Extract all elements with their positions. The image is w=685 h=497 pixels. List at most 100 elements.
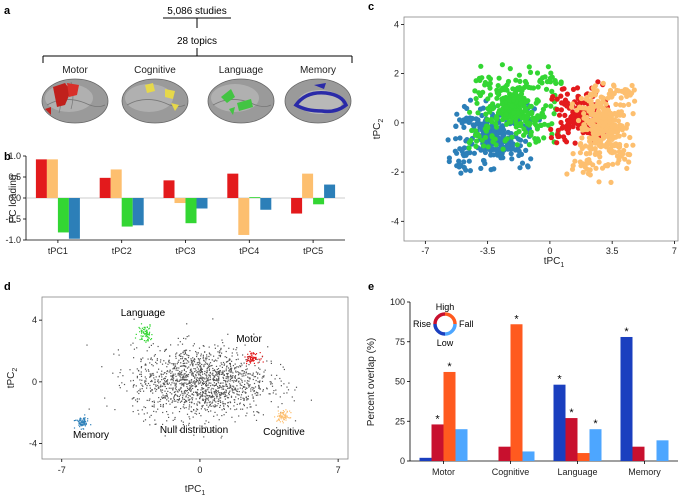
point-motor <box>251 356 253 358</box>
point-null-distribution <box>213 406 215 408</box>
point-null-distribution <box>200 353 202 355</box>
point-null-distribution <box>204 378 206 380</box>
point-memory <box>84 417 86 419</box>
point-null-distribution <box>182 395 184 397</box>
point-null-distribution <box>214 411 216 413</box>
point-null-distribution <box>225 381 227 383</box>
point-cognitive <box>619 127 626 133</box>
point-null-distribution <box>190 386 192 388</box>
point-cognitive <box>280 414 282 416</box>
point-language <box>479 75 485 81</box>
point-null-distribution <box>175 406 177 408</box>
point-null-distribution <box>254 386 257 388</box>
point-null-distribution <box>225 390 227 392</box>
point-null-distribution <box>276 427 278 429</box>
point-null-distribution <box>283 368 285 371</box>
point-null-distribution <box>156 371 158 373</box>
point-language <box>523 129 529 135</box>
point-language <box>487 76 493 82</box>
point-null-distribution <box>151 374 153 376</box>
point-null-distribution <box>186 354 188 356</box>
point-null-distribution <box>203 360 205 362</box>
point-null-distribution <box>252 378 254 381</box>
point-null-distribution <box>235 388 237 390</box>
point-motor <box>246 363 248 365</box>
point-memory <box>78 421 80 423</box>
point-null-distribution <box>226 374 229 376</box>
point-null-distribution <box>161 389 164 391</box>
point-cognitive <box>593 165 599 171</box>
point-language <box>503 111 509 117</box>
point-null-distribution <box>152 392 154 394</box>
point-language <box>523 118 529 124</box>
point-memory <box>80 424 82 426</box>
panel-b-ytick-label: -1.0 <box>5 235 21 245</box>
annotation-null-distribution: Null distribution <box>160 425 228 436</box>
point-memory <box>509 156 515 162</box>
point-null-distribution <box>232 348 235 350</box>
point-memory <box>87 418 89 420</box>
point-null-distribution <box>185 349 188 351</box>
point-null-distribution <box>280 380 282 382</box>
point-motor <box>559 86 565 92</box>
point-null-distribution <box>235 396 237 398</box>
point-memory <box>84 421 86 423</box>
point-null-distribution <box>200 408 202 410</box>
point-memory <box>81 420 83 422</box>
point-null-distribution <box>193 403 195 405</box>
point-null-distribution <box>113 353 115 355</box>
point-null-distribution <box>168 359 170 361</box>
point-null-distribution <box>186 386 188 388</box>
point-null-distribution <box>245 392 247 394</box>
point-null-distribution <box>139 379 141 381</box>
point-null-distribution <box>170 398 172 400</box>
point-null-distribution <box>231 388 234 390</box>
point-memory <box>81 425 83 427</box>
point-null-distribution <box>230 396 233 398</box>
point-cognitive <box>614 87 620 93</box>
point-null-distribution <box>201 394 203 396</box>
point-cognitive <box>618 153 624 159</box>
point-null-distribution <box>160 398 162 401</box>
point-null-distribution <box>177 374 179 376</box>
point-null-distribution <box>154 388 156 390</box>
point-null-distribution <box>152 372 154 375</box>
point-null-distribution <box>212 384 214 386</box>
point-null-distribution <box>158 386 160 388</box>
point-null-distribution <box>181 370 183 372</box>
point-null-distribution <box>245 359 247 361</box>
point-null-distribution <box>205 385 207 387</box>
point-null-distribution <box>203 365 205 368</box>
point-null-distribution <box>162 394 164 396</box>
point-null-distribution <box>189 385 191 387</box>
point-motor <box>564 91 571 97</box>
bar-tpc1-memory <box>68 198 80 239</box>
point-null-distribution <box>121 382 123 384</box>
point-null-distribution <box>241 381 243 383</box>
point-memory <box>78 424 80 426</box>
point-memory <box>461 103 467 110</box>
point-null-distribution <box>228 387 230 389</box>
point-null-distribution <box>171 382 173 384</box>
point-null-distribution <box>205 426 207 428</box>
point-cognitive <box>274 416 276 418</box>
point-null-distribution <box>174 406 176 408</box>
series-language <box>466 62 564 152</box>
point-null-distribution <box>155 384 157 386</box>
point-null-distribution <box>178 411 181 413</box>
point-null-distribution <box>162 411 164 414</box>
point-null-distribution <box>250 406 252 408</box>
point-null-distribution <box>214 344 216 346</box>
point-null-distribution <box>222 382 224 384</box>
point-null-distribution <box>206 371 208 374</box>
point-null-distribution <box>238 366 240 368</box>
point-null-distribution <box>230 376 232 378</box>
point-cognitive <box>607 110 613 117</box>
point-motor <box>255 357 257 360</box>
point-null-distribution <box>243 362 245 364</box>
point-null-distribution <box>141 384 143 386</box>
point-null-distribution <box>140 360 142 363</box>
point-null-distribution <box>212 380 215 382</box>
point-null-distribution <box>152 343 154 345</box>
point-null-distribution <box>185 379 187 381</box>
